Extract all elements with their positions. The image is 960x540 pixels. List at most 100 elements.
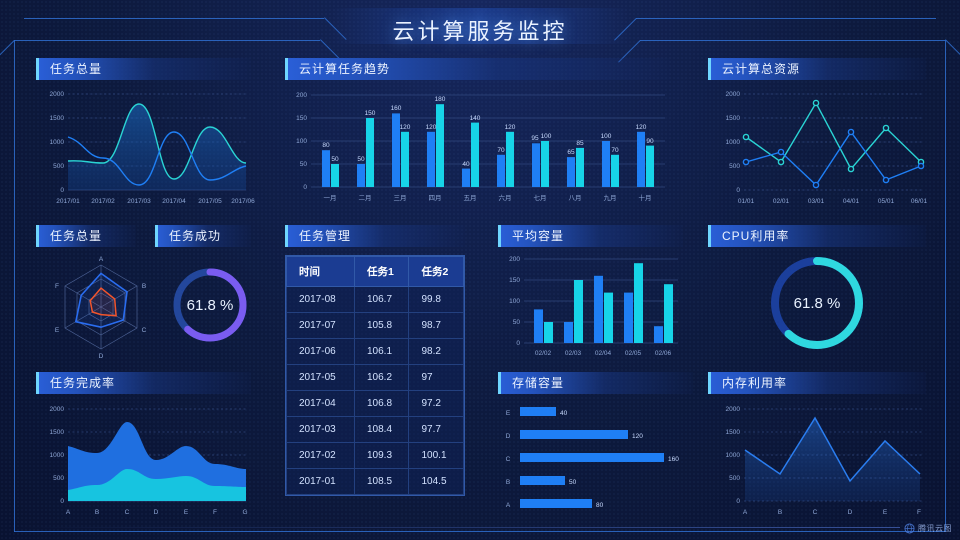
- chart-memory-usage-line: 2000 1500 1000 500 0 A B C: [708, 394, 926, 524]
- x-axis-labels: 2017/01 2017/02 2017/03 2017/04 2017/05 …: [56, 198, 255, 205]
- area-fill: [745, 418, 920, 501]
- table-cell-task2: 104.5: [408, 468, 464, 495]
- svg-text:200: 200: [296, 92, 307, 99]
- panel-task-trend-bar: 云计算任务趋势 200 150 100 50 0: [285, 58, 670, 210]
- svg-text:D: D: [154, 509, 159, 516]
- table-cell-time: 2017-07: [286, 312, 355, 339]
- gauge-value-label: 61.8 %: [794, 295, 841, 312]
- series-line-blue: [745, 130, 922, 187]
- table-row[interactable]: 2017-03 108.4 97.7: [286, 416, 464, 443]
- svg-text:B: B: [95, 509, 99, 516]
- table-cell-task1: 105.8: [353, 312, 410, 339]
- svg-text:1000: 1000: [726, 139, 741, 146]
- table-cell-time: 2017-06: [286, 338, 355, 365]
- chart-total-resource-line: 2000 1500 1000 500 0 01/01: [708, 80, 928, 210]
- series-line: [744, 416, 921, 483]
- table-cell-task1: 108.4: [353, 416, 410, 443]
- bars: [534, 263, 673, 343]
- bar-value-labels: 80 50 50 150 160 120 120 180 40 140 70 120…: [322, 96, 654, 168]
- chart-avg-capacity-bar: 200 150 100 50 0 02/02 02/03 02/04: [498, 247, 683, 362]
- svg-text:100: 100: [509, 298, 520, 305]
- svg-text:A: A: [99, 256, 104, 263]
- svg-text:02/03: 02/03: [565, 350, 582, 357]
- svg-text:2017/06: 2017/06: [231, 198, 255, 205]
- svg-text:0: 0: [303, 184, 307, 191]
- svg-text:2000: 2000: [50, 406, 65, 413]
- svg-text:四月: 四月: [429, 194, 442, 202]
- svg-text:0: 0: [736, 498, 740, 505]
- svg-text:2017/02: 2017/02: [91, 198, 115, 205]
- header-band: [330, 8, 630, 44]
- svg-text:0: 0: [60, 187, 64, 194]
- svg-text:03/01: 03/01: [808, 198, 825, 205]
- table-row[interactable]: 2017-05 106.2 97: [286, 364, 464, 391]
- svg-text:2017/03: 2017/03: [127, 198, 151, 205]
- svg-text:2017/05: 2017/05: [198, 198, 222, 205]
- table-row[interactable]: 2017-07 105.8 98.7: [286, 312, 464, 339]
- task-table-wrapper[interactable]: 时间 任务1 任务2 2017-08 106.7 99.8 2017-07 105.8 9…: [285, 255, 465, 496]
- svg-text:160: 160: [391, 105, 402, 112]
- svg-text:1000: 1000: [50, 139, 65, 146]
- svg-text:十月: 十月: [639, 193, 652, 202]
- x-axis-labels: 01/01 02/01 03/01 04/01 05/01 06/01: [738, 198, 928, 205]
- svg-text:120: 120: [505, 124, 516, 131]
- table-cell-task1: 106.2: [353, 364, 410, 391]
- svg-text:0: 0: [60, 498, 64, 505]
- svg-text:50: 50: [569, 479, 577, 486]
- svg-text:0: 0: [736, 187, 740, 194]
- chart-cpu-usage-gauge: 61.8 %: [708, 247, 926, 365]
- y-axis-labels: 200 150 100 50 0: [509, 256, 520, 347]
- svg-text:120: 120: [636, 124, 647, 131]
- svg-text:04/01: 04/01: [843, 198, 860, 205]
- panel-title-total-resource-line: 云计算总资源: [708, 58, 926, 80]
- svg-text:500: 500: [53, 475, 64, 482]
- svg-text:B: B: [506, 479, 510, 486]
- svg-text:90: 90: [646, 138, 654, 145]
- svg-text:95: 95: [531, 135, 539, 142]
- svg-text:80: 80: [596, 502, 604, 509]
- svg-text:50: 50: [357, 156, 365, 163]
- table-col-task2: 任务2: [408, 256, 464, 287]
- svg-text:120: 120: [632, 433, 643, 440]
- svg-text:02/06: 02/06: [655, 350, 672, 357]
- chart-task-trend-bar: 200 150 100 50 0: [285, 80, 670, 210]
- svg-text:0: 0: [516, 340, 520, 347]
- table-row[interactable]: 2017-04 106.8 97.2: [286, 390, 464, 417]
- table-cell-task1: 108.5: [353, 468, 410, 495]
- bars: [520, 407, 664, 508]
- svg-text:五月: 五月: [464, 194, 477, 202]
- panel-total-resource-line: 云计算总资源 2000 1500 1000 500 0: [708, 58, 928, 210]
- svg-text:C: C: [142, 327, 147, 334]
- table-row[interactable]: 2017-06 106.1 98.2: [286, 338, 464, 365]
- svg-text:E: E: [184, 509, 189, 516]
- svg-text:F: F: [55, 283, 59, 290]
- y-axis-labels: 2000 1500 1000 500 0: [50, 91, 65, 194]
- svg-text:A: A: [743, 509, 748, 516]
- table-cell-time: 2017-05: [286, 364, 355, 391]
- chart-storage-capacity-bar: E D C B A 40 120 160 50: [498, 394, 693, 514]
- svg-text:1500: 1500: [50, 429, 65, 436]
- svg-text:七月: 七月: [534, 193, 547, 202]
- table-cell-task1: 106.7: [353, 286, 410, 313]
- table-row[interactable]: 2017-08 106.7 99.8: [286, 286, 464, 313]
- page-title: 云计算服务监控: [392, 19, 568, 44]
- panel-title-memory-usage-line: 内存利用率: [708, 372, 926, 394]
- panel-avg-capacity-bar: 平均容量 200 150 100 50 0: [498, 225, 683, 362]
- table-cell-task2: 97.2: [408, 390, 464, 417]
- svg-text:D: D: [848, 509, 853, 516]
- svg-text:80: 80: [322, 142, 330, 149]
- table-cell-task1: 109.3: [353, 442, 410, 469]
- svg-text:1500: 1500: [726, 429, 741, 436]
- svg-text:六月: 六月: [499, 193, 512, 202]
- table-row[interactable]: 2017-02 109.3 100.1: [286, 442, 464, 469]
- svg-text:D: D: [506, 433, 511, 440]
- x-axis-labels: A B C D E F: [743, 509, 921, 516]
- svg-text:180: 180: [435, 96, 446, 103]
- bars: [322, 104, 654, 187]
- area-cyan-lower: [68, 469, 246, 501]
- gauge-value-arc: [173, 268, 247, 342]
- table-row[interactable]: 2017-01 108.5 104.5: [286, 468, 464, 495]
- svg-text:70: 70: [611, 147, 619, 154]
- table-cell-time: 2017-04: [286, 390, 355, 417]
